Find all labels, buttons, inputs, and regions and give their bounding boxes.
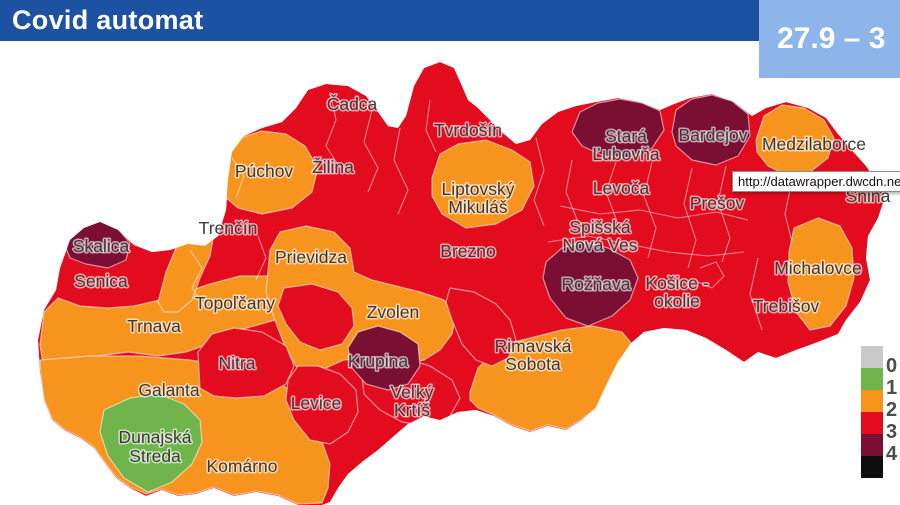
district-border-line — [605, 161, 619, 225]
district-label-krupina: Krupina — [348, 351, 409, 371]
date-range-badge: 27.9 – 3 — [759, 0, 900, 78]
district-label-kosice-okolie: Košice -okolie — [645, 273, 708, 311]
district-label-michalovce: Michalovce — [774, 258, 862, 278]
district-label-galanta: Galanta — [138, 380, 200, 400]
district-border-line — [749, 257, 763, 331]
district-border-line — [363, 109, 379, 193]
district-border-line — [425, 99, 437, 153]
date-range-text: 27.9 – 3 — [777, 22, 886, 55]
tooltip-url-text: http://datawrapper.dwcdn.net/8M — [738, 174, 900, 189]
district-border-line — [559, 205, 749, 221]
district-border-line — [697, 261, 725, 289]
district-border-line — [533, 137, 545, 227]
district-region-dunajska-streda[interactable] — [99, 393, 203, 493]
district-region-poltar[interactable] — [445, 287, 517, 367]
district-label-topolcany: Topoľčany — [195, 293, 275, 313]
district-label-trebisov: Trebišov — [753, 296, 820, 316]
district-region-michalovce[interactable] — [787, 217, 855, 331]
district-label-trnava: Trnava — [127, 316, 181, 336]
district-label-skalica: Skalica — [73, 236, 130, 256]
district-region-medzilaborce[interactable] — [755, 104, 835, 177]
district-label-nitra: Nitra — [219, 353, 256, 373]
district-label-tvrdosin: Tvrdošín — [434, 120, 502, 140]
district-label-zilina: Žilina — [312, 157, 354, 177]
district-region-bardejov[interactable] — [671, 94, 751, 166]
district-border-line — [565, 159, 579, 223]
district-label-puchov: Púchov — [235, 161, 294, 181]
district-border-line — [255, 235, 267, 281]
district-border-line — [547, 235, 745, 257]
district-region-krupina[interactable] — [347, 325, 421, 391]
district-label-liptovsky-mikulas: Liptovský Mikuláš — [442, 179, 515, 217]
district-region-stara-lubovna[interactable] — [571, 98, 665, 159]
district-region-ziar[interactable] — [277, 283, 355, 351]
district-label-stara-lubovna: Stará Ľubovňa — [592, 126, 659, 164]
district-label-rimavska-sobota: Rimavská Sobota — [495, 336, 572, 374]
district-label-presov: Prešov — [690, 193, 745, 213]
district-border-line — [393, 127, 409, 215]
district-label-brezno: Brezno — [440, 241, 495, 261]
district-label-velky-krtis: Veľký Krtíš — [390, 382, 433, 420]
district-region-levice[interactable] — [285, 365, 359, 445]
district-region-nitra[interactable] — [197, 327, 295, 399]
district-label-trencin: Trenčín — [199, 218, 258, 238]
district-label-spisska-nova-ves: Spišská Nová Ves — [563, 217, 638, 255]
district-region-roznava[interactable] — [542, 241, 639, 327]
district-border-line — [717, 165, 731, 263]
header-bar: Covid automat — [0, 0, 759, 41]
district-region-liptovsky-mikulas[interactable] — [431, 139, 535, 229]
district-label-dunajska-streda: Dunajská Streda — [119, 427, 192, 466]
district-label-senica: Senica — [74, 271, 128, 291]
district-label-prievidza: Prievidza — [275, 247, 347, 267]
district-labels: Čadca Tvrdošín Stará Ľubovňa Bardejov Medzila… — [71, 91, 892, 477]
district-label-zvolen: Zvolen — [367, 302, 420, 322]
map-regions[interactable] — [38, 62, 884, 505]
page-title: Covid automat — [12, 5, 204, 35]
district-border-line — [189, 249, 205, 307]
district-label-cadca: Čadca — [327, 93, 378, 114]
district-border-line — [231, 157, 245, 199]
url-status-tooltip: http://datawrapper.dwcdn.net/8M — [732, 171, 900, 192]
district-border-line — [325, 91, 341, 169]
district-label-levoca: Levoča — [593, 178, 650, 198]
district-label-bardejov: Bardejov — [678, 125, 747, 145]
district-label-komarno: Komárno — [206, 456, 277, 476]
district-label-medzilaborce: Medzilaborce — [762, 134, 866, 154]
district-region-nove-mesto[interactable] — [157, 223, 215, 313]
district-label-levice: Levice — [291, 393, 342, 413]
district-label-roznava: Rožňava — [561, 274, 630, 294]
